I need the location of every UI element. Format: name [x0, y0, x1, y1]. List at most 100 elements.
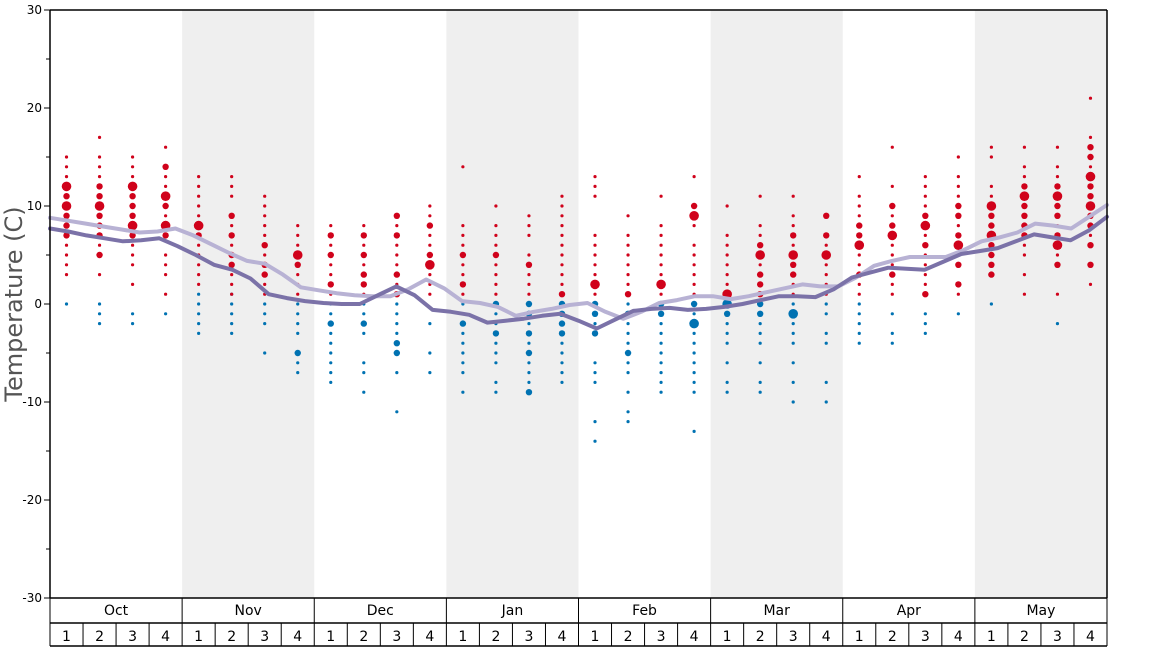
cold-dot	[923, 312, 927, 316]
cold-dot	[230, 302, 234, 306]
warm-dot	[1022, 243, 1027, 247]
warm-dot	[527, 233, 531, 237]
cold-dot	[725, 341, 729, 345]
warm-dot	[164, 184, 168, 188]
warm-dot	[1054, 202, 1061, 210]
warm-dot	[923, 282, 927, 286]
warm-dot	[791, 243, 795, 247]
week-label: 1	[591, 629, 600, 645]
warm-dot	[1054, 183, 1061, 190]
warm-dot	[1022, 145, 1027, 149]
warm-dot	[558, 291, 566, 298]
warm-dot	[692, 273, 696, 277]
warm-dot	[1019, 191, 1030, 201]
warm-dot	[890, 243, 894, 247]
cold-dot	[692, 312, 696, 316]
warm-dot	[988, 251, 995, 259]
cold-dot	[428, 351, 432, 355]
warm-dot	[791, 194, 795, 198]
warm-dot	[626, 214, 630, 218]
cold-dot	[362, 312, 366, 316]
cold-dot	[560, 361, 564, 365]
warm-dot	[459, 281, 467, 288]
warm-dot	[97, 165, 102, 169]
warm-dot	[956, 224, 960, 228]
warm-dot	[228, 212, 235, 219]
cold-dot	[362, 371, 366, 375]
warm-dot	[164, 214, 168, 218]
cold-dot	[461, 341, 465, 345]
warm-dot	[129, 212, 136, 219]
warm-dot	[197, 184, 201, 188]
warm-dot	[327, 251, 334, 259]
warm-dot	[824, 263, 828, 267]
y-tick-label: -30	[22, 591, 42, 605]
warm-dot	[164, 253, 168, 257]
week-label: 2	[1020, 629, 1029, 645]
warm-dot	[1087, 183, 1094, 190]
month-label: Apr	[897, 603, 921, 619]
warm-dot	[296, 243, 300, 247]
warm-dot	[228, 261, 235, 268]
warm-dot	[560, 273, 564, 277]
cold-dot	[692, 371, 696, 375]
week-label: 4	[954, 629, 963, 645]
warm-dot	[593, 292, 597, 296]
warm-dot	[560, 243, 564, 247]
cold-dot	[527, 322, 531, 326]
warm-dot	[725, 273, 729, 277]
warm-dot	[296, 233, 300, 237]
month-label: Oct	[104, 603, 129, 619]
warm-dot	[560, 204, 564, 208]
cold-dot	[527, 371, 531, 375]
warm-dot	[923, 194, 927, 198]
cold-dot	[329, 351, 333, 355]
cold-dot	[327, 320, 334, 327]
warm-dot	[360, 281, 367, 288]
week-label: 1	[62, 629, 71, 645]
cold-dot	[659, 390, 663, 394]
warm-dot	[197, 214, 201, 218]
warm-dot	[97, 135, 102, 139]
cold-dot	[130, 322, 135, 326]
cold-dot	[296, 361, 300, 365]
week-label: 2	[624, 629, 633, 645]
warm-dot	[1055, 292, 1060, 296]
warm-dot	[593, 273, 597, 277]
warm-dot	[428, 204, 432, 208]
cold-dot	[461, 371, 465, 375]
warm-dot	[989, 155, 993, 159]
warm-dot	[393, 232, 401, 239]
warm-dot	[988, 222, 995, 229]
month-band-jan	[446, 10, 579, 598]
cold-dot	[758, 322, 762, 326]
cold-dot	[723, 310, 731, 317]
cold-dot	[824, 312, 828, 316]
cold-dot	[560, 341, 564, 345]
warm-dot	[922, 242, 929, 249]
cold-dot	[593, 380, 597, 384]
warm-dot	[1087, 153, 1094, 161]
warm-dot	[428, 233, 432, 237]
warm-dot	[263, 214, 267, 218]
cold-dot	[659, 371, 663, 375]
cold-dot	[525, 300, 533, 308]
warm-dot	[162, 232, 169, 239]
cold-dot	[329, 371, 333, 375]
warm-dot	[659, 233, 663, 237]
warm-dot	[756, 281, 764, 288]
warm-dot	[956, 194, 960, 198]
warm-dot	[758, 224, 762, 228]
warm-dot	[956, 155, 960, 159]
cold-dot	[593, 322, 597, 326]
warm-dot	[988, 271, 995, 278]
cold-dot	[494, 390, 498, 394]
warm-dot	[1021, 212, 1028, 219]
warm-dot	[1055, 175, 1060, 179]
average-high-line	[48, 203, 1109, 321]
cold-dot	[824, 331, 828, 335]
warm-dot	[1022, 175, 1027, 179]
warm-dot	[923, 175, 927, 179]
warm-dot	[725, 204, 729, 208]
